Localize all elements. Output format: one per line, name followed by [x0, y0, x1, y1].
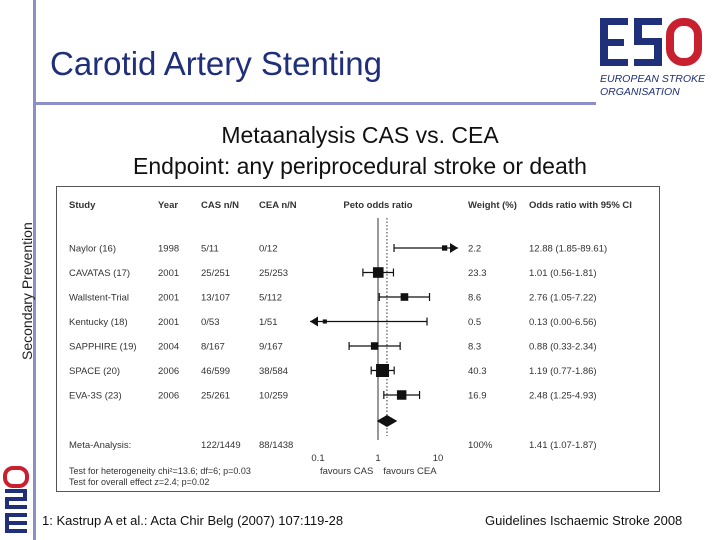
study-cea: 9/167: [259, 342, 283, 353]
study-point: [370, 342, 379, 350]
title-divider: [36, 102, 596, 105]
page-title: Carotid Artery Stenting: [50, 45, 382, 82]
study-or: 2.48 (1.25-4.93): [529, 391, 597, 402]
sidebar-label: Secondary Prevention: [19, 222, 35, 360]
pooled-diamond: [376, 415, 398, 427]
column-header-or: Odds ratio with 95% CI: [529, 200, 632, 211]
eso-logo: EUROPEAN STROKE ORGANISATION: [600, 18, 706, 98]
study-cas: 8/167: [201, 342, 225, 353]
title-bar: Carotid Artery Stenting: [36, 0, 720, 105]
study-cas: 25/261: [201, 391, 230, 402]
study-or: 0.88 (0.33-2.34): [529, 342, 597, 353]
study-name: SAPPHIRE (19): [69, 342, 137, 353]
study-cas: 46/599: [201, 366, 230, 377]
study-cea: 1/51: [259, 317, 278, 328]
study-year: 2004: [158, 342, 179, 353]
study-weight: 40.3: [468, 366, 487, 377]
study-cas: 13/107: [201, 293, 230, 304]
study-point: [441, 245, 448, 251]
forest-plot: Study Year CAS n/N CEA n/N Weight (%) Odds ra…: [56, 186, 660, 492]
x-tick-label: 1: [375, 453, 380, 464]
x-label-right: favours CEA: [383, 466, 437, 477]
study-cas: 25/251: [201, 268, 230, 279]
study-cea: 10/259: [259, 391, 288, 402]
study-or: 1.01 (0.56-1.81): [529, 268, 597, 279]
study-point: [396, 390, 407, 400]
x-tick-label: 10: [433, 453, 444, 464]
x-label-left: favours CAS: [320, 466, 373, 477]
study-year: 2006: [158, 391, 179, 402]
column-header-plot: Peto odds ratio: [343, 200, 412, 211]
study-weight: 23.3: [468, 268, 487, 279]
study-point: [372, 267, 384, 278]
study-cea: 38/584: [259, 366, 288, 377]
study-cas: 0/53: [201, 317, 220, 328]
study-weight: 8.3: [468, 342, 481, 353]
study-name: SPACE (20): [69, 366, 120, 377]
column-header-cas: CAS n/N: [201, 200, 239, 211]
chart-frame: [56, 186, 660, 492]
study-name: EVA-3S (23): [69, 391, 122, 402]
study-name: Wallstent-Trial: [69, 293, 129, 304]
study-or: 12.88 (1.85-89.61): [529, 244, 607, 255]
pooled-weight: 100%: [468, 440, 493, 451]
study-year: 2006: [158, 366, 179, 377]
x-tick-label: 0.1: [311, 453, 324, 464]
footer-reference: 1: Kastrup A et al.: Acta Chir Belg (200…: [42, 513, 344, 528]
chart-heading-line2: Endpoint: any periprocedural stroke or d…: [133, 153, 587, 179]
logo-line1: EUROPEAN STROKE: [600, 73, 706, 85]
ci-arrow-low: [310, 316, 318, 327]
study-year: 2001: [158, 268, 179, 279]
study-weight: 8.6: [468, 293, 481, 304]
sidebar: Secondary Prevention: [0, 0, 36, 540]
eso-side-logo-icon: [3, 466, 29, 533]
pooled-or: 1.41 (1.07-1.87): [529, 440, 597, 451]
study-name: CAVATAS (17): [69, 268, 130, 279]
study-year: 1998: [158, 244, 179, 255]
heterogeneity-test: Test for heterogeneity chi²=13.6; df=6; …: [69, 466, 251, 476]
column-header-cea: CEA n/N: [259, 200, 297, 211]
pooled-cas: 122/1449: [201, 440, 241, 451]
study-cas: 5/11: [201, 244, 219, 255]
study-cea: 0/12: [259, 244, 278, 255]
study-cea: 5/112: [259, 293, 282, 304]
ci-arrow-high: [450, 243, 458, 253]
study-name: Naylor (16): [69, 244, 116, 255]
chart-heading-line1: Metaanalysis CAS vs. CEA: [221, 122, 499, 148]
pooled-cea: 88/1438: [259, 440, 293, 451]
footer-guideline: Guidelines Ischaemic Stroke 2008: [485, 513, 683, 528]
study-point: [400, 293, 409, 301]
study-cea: 25/253: [259, 268, 288, 279]
eso-letters-e-s: [600, 18, 662, 66]
column-header-study: Study: [69, 200, 96, 211]
study-weight: 16.9: [468, 391, 487, 402]
overall-effect-test: Test for overall effect z=2.4; p=0.02: [69, 477, 209, 487]
study-or: 1.19 (0.77-1.86): [529, 366, 597, 377]
eso-letter-o: [666, 18, 702, 66]
study-or: 2.76 (1.05-7.22): [529, 293, 597, 304]
study-year: 2001: [158, 293, 179, 304]
study-year: 2001: [158, 317, 179, 328]
study-name: Kentucky (18): [69, 317, 128, 328]
column-header-year: Year: [158, 200, 178, 211]
pooled-label: Meta-Analysis:: [69, 440, 131, 451]
study-point: [322, 319, 327, 324]
column-header-weight: Weight (%): [468, 200, 517, 211]
study-or: 0.13 (0.00-6.56): [529, 317, 597, 328]
logo-line2: ORGANISATION: [600, 86, 680, 98]
study-weight: 2.2: [468, 244, 481, 255]
study-point: [376, 364, 390, 377]
study-weight: 0.5: [468, 317, 481, 328]
